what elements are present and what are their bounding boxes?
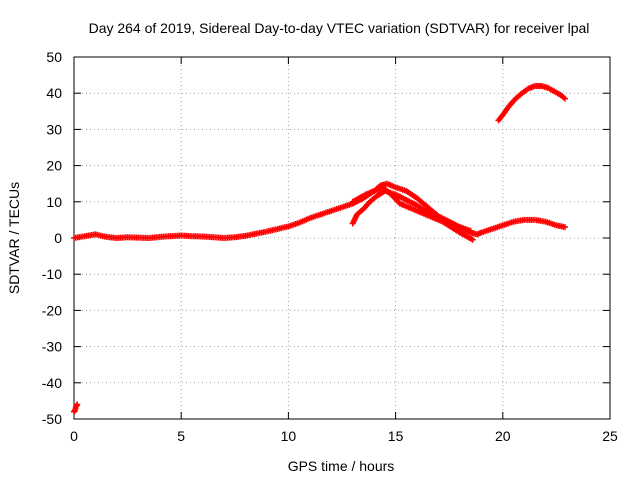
y-tick-label: -10 xyxy=(42,266,62,282)
series-third-branch xyxy=(349,187,474,234)
y-tick-label: 30 xyxy=(46,121,62,137)
x-tick-label: 20 xyxy=(495,428,511,444)
chart-title: Day 264 of 2019, Sidereal Day-to-day VTE… xyxy=(89,20,590,36)
x-tick-label: 5 xyxy=(177,428,185,444)
series-early-outlier xyxy=(71,401,81,415)
data-point xyxy=(561,95,568,102)
data-point xyxy=(469,236,476,243)
series-upper-arc xyxy=(495,82,568,124)
x-tick-label: 25 xyxy=(602,428,618,444)
y-tick-label: 10 xyxy=(46,194,62,210)
y-tick-label: 50 xyxy=(46,49,62,65)
y-tick-label: -30 xyxy=(42,339,62,355)
x-tick-label: 10 xyxy=(281,428,297,444)
y-tick-label: -50 xyxy=(42,411,62,427)
x-axis-label: GPS time / hours xyxy=(288,458,395,474)
x-tick-label: 0 xyxy=(70,428,78,444)
data-point xyxy=(467,227,474,234)
y-tick-label: -20 xyxy=(42,302,62,318)
y-tick-label: 0 xyxy=(54,230,62,246)
y-tick-label: 40 xyxy=(46,85,62,101)
data-point xyxy=(74,401,81,408)
x-tick-label: 15 xyxy=(388,428,404,444)
y-tick-label: 20 xyxy=(46,158,62,174)
axis-ticks: 0 5 10 15 20 25 -50 -40 -30 -20 -10 0 10 20 30 40 50 xyxy=(42,49,618,444)
data-series xyxy=(71,82,568,415)
y-tick-label: -40 xyxy=(42,375,62,391)
y-axis-label: SDTVAR / TECUs xyxy=(6,182,22,294)
data-point xyxy=(561,224,568,231)
